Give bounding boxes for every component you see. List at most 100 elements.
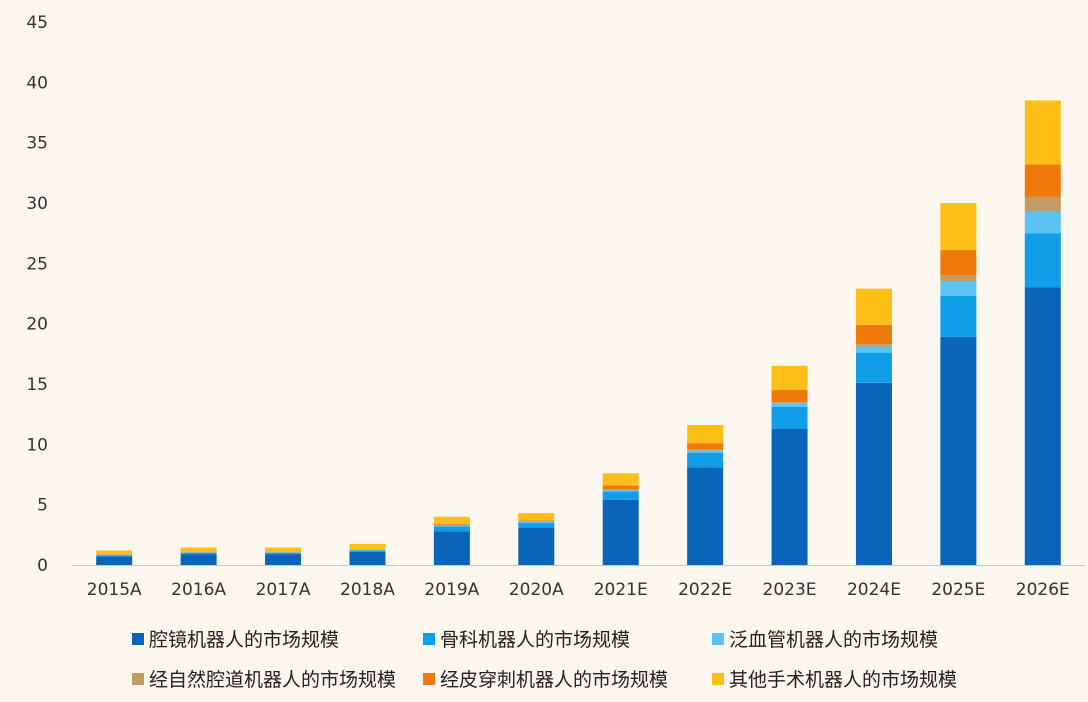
bar-segment-5 bbox=[518, 520, 555, 521]
bar-stack-2025E bbox=[940, 203, 977, 565]
bar-segment-2 bbox=[940, 295, 977, 337]
bar-segment-4 bbox=[771, 402, 808, 404]
bar-stack-2017A bbox=[265, 547, 302, 565]
axis-layer: 0 5 10 15 20 25 30 35 40 45 2015A 2016A 2017A 2018A 20… bbox=[26, 13, 1085, 600]
bar-segment-2 bbox=[771, 406, 808, 429]
bar-segment-2 bbox=[602, 491, 639, 500]
bar-segment-2 bbox=[349, 550, 386, 552]
y-tick-label: 20 bbox=[26, 315, 48, 335]
legend-swatch bbox=[132, 673, 144, 685]
legend-label: 经皮穿刺机器人的市场规模 bbox=[440, 669, 668, 691]
bar-segment-3 bbox=[265, 552, 302, 553]
x-tick-label: 2018A bbox=[340, 580, 395, 600]
bar-segment-3 bbox=[771, 403, 808, 407]
bar-segment-4 bbox=[602, 488, 639, 491]
bar-segment-6 bbox=[96, 550, 133, 555]
legend-label: 其他手术机器人的市场规模 bbox=[729, 669, 957, 691]
legend-swatch bbox=[423, 673, 435, 685]
bar-segment-5 bbox=[602, 485, 639, 489]
bar-segment-1 bbox=[855, 382, 892, 565]
bar-segment-2 bbox=[96, 555, 133, 557]
bar-segment-1 bbox=[518, 527, 555, 565]
bar-segment-1 bbox=[349, 551, 386, 565]
bar-segment-1 bbox=[771, 428, 808, 565]
x-tick-label: 2020A bbox=[509, 580, 564, 600]
bar-segment-1 bbox=[265, 554, 302, 565]
bar-segment-1 bbox=[433, 531, 470, 565]
x-tick-label: 2015A bbox=[87, 580, 142, 600]
bar-segment-3 bbox=[855, 346, 892, 353]
bar-stack-2015A bbox=[96, 550, 133, 565]
bar-segment-3 bbox=[1024, 211, 1061, 234]
y-tick-label: 25 bbox=[26, 254, 48, 274]
bar-segment-4 bbox=[855, 344, 892, 347]
y-tick-label: 10 bbox=[26, 435, 48, 455]
bar-segment-3 bbox=[687, 450, 724, 453]
bar-stack-2026E bbox=[1024, 100, 1061, 565]
bar-stack-2024E bbox=[855, 288, 892, 565]
bar-stack-2022E bbox=[687, 425, 724, 565]
bar-segment-6 bbox=[771, 365, 808, 391]
y-tick-label: 35 bbox=[26, 134, 48, 154]
legend-item: 泛血管机器人的市场规模 bbox=[712, 629, 938, 651]
x-tick-label: 2026E bbox=[1016, 580, 1070, 600]
bar-segment-5 bbox=[855, 324, 892, 345]
y-tick-label: 0 bbox=[37, 556, 48, 576]
bar-segment-2 bbox=[855, 352, 892, 383]
bar-segment-4 bbox=[1024, 196, 1061, 212]
y-tick-label: 45 bbox=[26, 13, 48, 33]
bar-segment-3 bbox=[602, 490, 639, 492]
x-tick-label: 2024E bbox=[847, 580, 901, 600]
legend-swatch bbox=[423, 633, 435, 645]
x-tick-label: 2021E bbox=[594, 580, 648, 600]
bar-segment-3 bbox=[940, 281, 977, 296]
legend-swatch bbox=[712, 673, 724, 685]
bars-layer bbox=[96, 100, 1061, 565]
bar-segment-4 bbox=[433, 524, 470, 526]
legend-item: 骨科机器人的市场规模 bbox=[423, 629, 630, 651]
bar-segment-1 bbox=[602, 499, 639, 565]
bar-segment-4 bbox=[940, 275, 977, 282]
bar-segment-3 bbox=[96, 554, 133, 556]
x-tick-label: 2022E bbox=[678, 580, 732, 600]
legend-label: 经自然腔道机器人的市场规模 bbox=[149, 669, 396, 691]
bar-stack-2023E bbox=[771, 365, 808, 565]
bar-segment-2 bbox=[518, 522, 555, 528]
x-tick-label: 2023E bbox=[763, 580, 817, 600]
legend-label: 骨科机器人的市场规模 bbox=[440, 629, 630, 651]
legend-item: 经皮穿刺机器人的市场规模 bbox=[423, 669, 668, 691]
legend-swatch bbox=[712, 633, 724, 645]
bar-segment-6 bbox=[265, 547, 302, 552]
bar-segment-3 bbox=[349, 549, 386, 551]
legend-item: 其他手术机器人的市场规模 bbox=[712, 669, 957, 691]
bar-stack-2019A bbox=[433, 516, 470, 565]
bar-segment-5 bbox=[1024, 164, 1061, 197]
legend-label: 泛血管机器人的市场规模 bbox=[729, 629, 938, 651]
bar-segment-2 bbox=[265, 552, 302, 555]
bar-stack-2016A bbox=[180, 547, 217, 565]
bar-segment-3 bbox=[180, 552, 217, 553]
bar-segment-3 bbox=[518, 521, 555, 523]
bar-segment-5 bbox=[771, 390, 808, 403]
legend-item: 经自然腔道机器人的市场规模 bbox=[132, 669, 396, 691]
x-tick-label: 2019A bbox=[424, 580, 479, 600]
bar-segment-1 bbox=[687, 467, 724, 565]
legend-item: 腔镜机器人的市场规模 bbox=[132, 629, 339, 651]
bar-segment-6 bbox=[180, 547, 217, 552]
legend-label: 腔镜机器人的市场规模 bbox=[149, 629, 339, 651]
bar-segment-2 bbox=[1024, 233, 1061, 288]
bar-segment-6 bbox=[518, 513, 555, 521]
legend: 腔镜机器人的市场规模 骨科机器人的市场规模 泛血管机器人的市场规模经自然腔道机器人的… bbox=[132, 629, 957, 691]
bar-segment-4 bbox=[518, 520, 555, 522]
bar-segment-3 bbox=[433, 525, 470, 527]
bar-segment-6 bbox=[433, 516, 470, 524]
bar-segment-6 bbox=[940, 203, 977, 251]
bar-segment-6 bbox=[1024, 100, 1061, 165]
bar-stack-2018A bbox=[349, 543, 386, 565]
bar-segment-6 bbox=[602, 473, 639, 486]
y-tick-label: 30 bbox=[26, 194, 48, 214]
x-tick-label: 2017A bbox=[256, 580, 311, 600]
bar-segment-4 bbox=[687, 449, 724, 451]
